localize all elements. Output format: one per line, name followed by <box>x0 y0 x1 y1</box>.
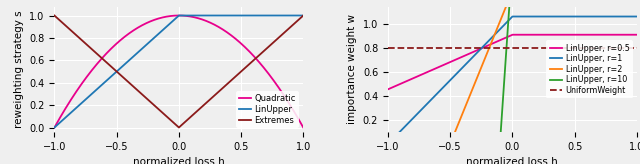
Y-axis label: reweighting strategy s: reweighting strategy s <box>13 10 24 128</box>
Extremes <box>63 26 71 28</box>
LinUpper <box>292 15 300 17</box>
Extremes <box>175 126 183 128</box>
LinUpper, r=10 <box>397 143 404 145</box>
LinUpper <box>172 18 179 20</box>
Extremes <box>300 15 307 17</box>
LinUpper <box>51 127 58 129</box>
LinUpper, r=1 <box>633 16 640 18</box>
LinUpper, r=0.5 <box>626 34 634 36</box>
LinUpper, r=0.5 <box>505 35 513 37</box>
LinUpper, r=1 <box>505 19 513 21</box>
LinUpper <box>63 115 71 117</box>
Extremes <box>292 21 300 23</box>
Line: LinUpper, r=1: LinUpper, r=1 <box>388 17 637 144</box>
Legend: LinUpper, r=0.5, LinUpper, r=1, LinUpper, r=2, LinUpper, r=10, UniformWeight: LinUpper, r=0.5, LinUpper, r=1, LinUpper… <box>547 40 633 98</box>
LinUpper, r=10 <box>499 108 506 110</box>
LinUpper, r=2 <box>384 143 392 145</box>
LinUpper, r=1 <box>397 130 404 132</box>
Quadratic <box>51 127 58 129</box>
LinUpper <box>300 15 307 17</box>
LinUpper, r=2 <box>397 143 404 145</box>
LinUpper <box>175 15 183 17</box>
X-axis label: normalized loss h: normalized loss h <box>133 157 225 164</box>
Quadratic <box>292 114 300 116</box>
LinUpper, r=0.5 <box>580 34 588 36</box>
LinUpper, r=1 <box>626 16 634 18</box>
LinUpper, r=0.5 <box>384 88 392 90</box>
Extremes <box>51 15 58 17</box>
Extremes <box>246 62 254 64</box>
LinUpper, r=10 <box>384 143 392 145</box>
LinUpper <box>292 15 300 17</box>
LinUpper, r=10 <box>505 11 513 13</box>
LinUpper, r=0.5 <box>626 34 634 36</box>
LinUpper, r=1 <box>384 143 392 145</box>
LinUpper, r=1 <box>626 16 634 18</box>
LinUpper, r=0.5 <box>499 38 506 40</box>
Quadratic <box>165 15 173 17</box>
Line: LinUpper, r=10: LinUpper, r=10 <box>388 0 637 144</box>
Line: LinUpper, r=0.5: LinUpper, r=0.5 <box>388 35 637 89</box>
UniformWeight <box>633 47 640 49</box>
LinUpper <box>165 24 173 26</box>
Extremes <box>172 123 179 125</box>
LinUpper <box>246 15 254 17</box>
Line: LinUpper: LinUpper <box>54 16 303 128</box>
LinUpper, r=1 <box>509 16 516 18</box>
Quadratic <box>63 105 71 107</box>
Legend: Quadratic, LinUpper, Extremes: Quadratic, LinUpper, Extremes <box>236 91 299 128</box>
LinUpper, r=1 <box>499 26 506 28</box>
Quadratic <box>175 15 182 17</box>
UniformWeight <box>509 47 516 49</box>
Line: LinUpper, r=2: LinUpper, r=2 <box>388 0 637 144</box>
Extremes <box>292 21 300 23</box>
LinUpper, r=0.5 <box>397 83 404 85</box>
Y-axis label: importance weight w: importance weight w <box>348 14 357 124</box>
LinUpper, r=1 <box>580 16 588 18</box>
LinUpper, r=2 <box>499 15 506 17</box>
Quadratic <box>300 127 307 129</box>
Quadratic <box>246 52 254 54</box>
X-axis label: normalized loss h: normalized loss h <box>467 157 558 164</box>
Text: $\times10^{-2}$: $\times10^{-2}$ <box>368 0 398 3</box>
LinUpper, r=0.5 <box>509 34 516 36</box>
Line: Extremes: Extremes <box>54 16 303 127</box>
Line: Quadratic: Quadratic <box>54 16 303 128</box>
Quadratic <box>292 114 300 116</box>
Quadratic <box>172 15 179 17</box>
LinUpper, r=0.5 <box>633 34 640 36</box>
Extremes <box>165 118 173 120</box>
